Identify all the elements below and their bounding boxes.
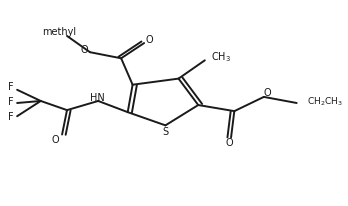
Text: S: S: [163, 127, 168, 137]
Text: F: F: [8, 112, 14, 122]
Text: methyl: methyl: [42, 27, 76, 37]
Text: F: F: [8, 82, 14, 92]
Text: HN: HN: [90, 92, 105, 103]
Text: O: O: [52, 135, 60, 145]
Text: O: O: [264, 88, 271, 98]
Text: O: O: [145, 35, 153, 44]
Text: O: O: [226, 138, 233, 148]
Text: CH$_2$CH$_3$: CH$_2$CH$_3$: [307, 95, 342, 108]
Text: F: F: [8, 97, 14, 107]
Text: O: O: [81, 44, 88, 55]
Text: CH$_3$: CH$_3$: [211, 50, 231, 64]
